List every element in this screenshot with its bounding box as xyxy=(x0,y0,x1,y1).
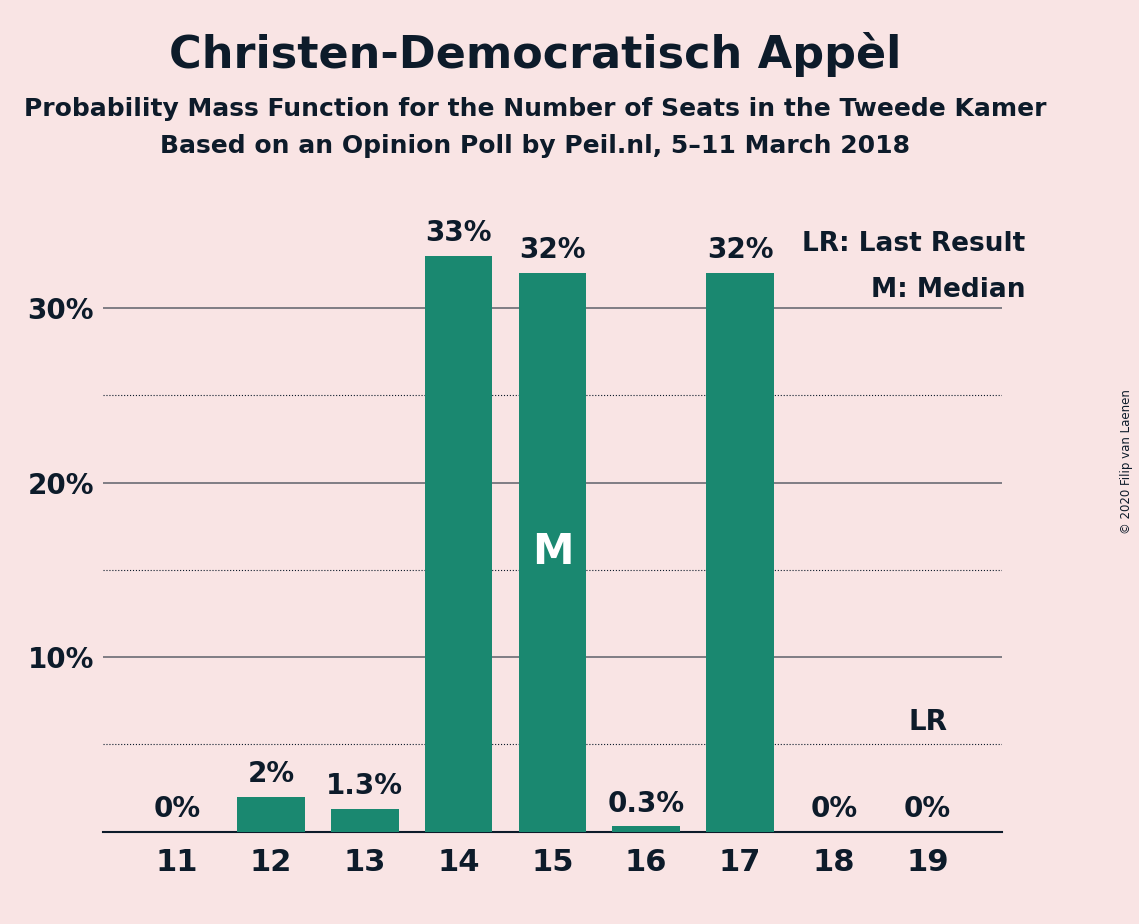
Text: Based on an Opinion Poll by Peil.nl, 5–11 March 2018: Based on an Opinion Poll by Peil.nl, 5–1… xyxy=(161,134,910,158)
Text: 0.3%: 0.3% xyxy=(608,790,685,818)
Text: 0%: 0% xyxy=(154,795,200,823)
Text: 32%: 32% xyxy=(707,237,773,264)
Bar xyxy=(706,274,773,832)
Text: M: Median: M: Median xyxy=(870,277,1025,303)
Bar xyxy=(237,796,305,832)
Text: M: M xyxy=(532,531,573,574)
Text: 33%: 33% xyxy=(425,219,492,247)
Bar xyxy=(518,274,587,832)
Text: 1.3%: 1.3% xyxy=(326,772,403,800)
Text: LR: Last Result: LR: Last Result xyxy=(802,231,1025,257)
Bar xyxy=(613,826,680,832)
Text: LR: LR xyxy=(908,708,948,736)
Text: 2%: 2% xyxy=(247,760,295,788)
Text: 0%: 0% xyxy=(904,795,951,823)
Text: Christen-Democratisch Appèl: Christen-Democratisch Appèl xyxy=(170,32,901,78)
Text: 32%: 32% xyxy=(519,237,585,264)
Bar xyxy=(331,808,399,832)
Text: 0%: 0% xyxy=(810,795,858,823)
Text: © 2020 Filip van Laenen: © 2020 Filip van Laenen xyxy=(1121,390,1133,534)
Bar xyxy=(425,256,492,832)
Text: Probability Mass Function for the Number of Seats in the Tweede Kamer: Probability Mass Function for the Number… xyxy=(24,97,1047,121)
